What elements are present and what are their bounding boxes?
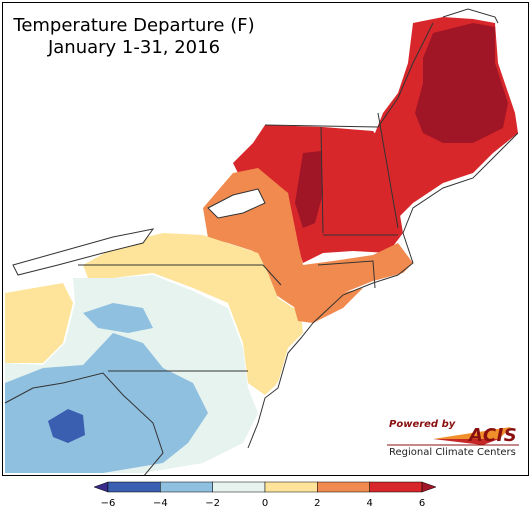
legend-bin	[264, 481, 318, 493]
legend-bin	[369, 481, 423, 493]
logo-acis: ACIS	[469, 425, 518, 446]
map-frame: Temperature Departure (F) January 1-31, …	[2, 2, 529, 476]
region-minus4-to-minus2-pa	[83, 303, 153, 333]
lake-outline	[12, 188, 266, 276]
acis-swoosh-icon	[387, 427, 519, 446]
map-title: Temperature Departure (F)	[13, 15, 255, 36]
color-legend: −6 −4 −2 0 2 4 6	[90, 480, 440, 510]
acis-logo: Powered by ACIS Regional Climate Centers	[385, 417, 525, 465]
region-above-6-vt	[295, 151, 323, 228]
region-2-to-4-nyc	[293, 288, 363, 323]
legend-bin	[107, 481, 161, 493]
region-above-6-maine	[415, 23, 508, 143]
legend-tick-label: −6	[100, 498, 116, 509]
legend-bin	[317, 481, 370, 493]
coastline	[247, 132, 519, 449]
legend-tick-label: 2	[314, 498, 321, 509]
canada-border	[264, 8, 499, 128]
region-0-to-2-west	[5, 283, 73, 363]
temperature-departure-map	[4, 8, 528, 475]
state-border-ct-ri	[317, 260, 376, 289]
legend-tick-label: −4	[152, 498, 168, 509]
state-border-vt-nh	[320, 126, 324, 234]
map-subtitle: January 1-31, 2016	[47, 37, 221, 58]
legend-bar	[93, 481, 437, 493]
state-border-nh-me	[377, 112, 399, 229]
state-border-ny-pa	[78, 264, 282, 286]
state-border-wv-va	[4, 372, 164, 475]
legend-low-arrow	[93, 481, 109, 493]
legend-bin	[212, 481, 266, 493]
legend-bin	[160, 481, 213, 493]
legend-tick-label: 6	[418, 498, 426, 509]
logo-powered-by: Powered by	[389, 419, 456, 430]
legend-tick-label: 4	[366, 498, 373, 509]
region-minus6-to-minus4	[48, 409, 85, 443]
region-0-to-2	[83, 233, 303, 395]
legend-tick-label: 0	[261, 498, 269, 509]
atlantic-ocean	[243, 253, 528, 475]
logo-org: Regional Climate Centers	[389, 447, 516, 458]
legend-high-arrow	[421, 481, 437, 493]
legend-tick-label: −2	[205, 498, 221, 509]
lake-erie	[13, 229, 153, 275]
title-block: Temperature Departure (F) January 1-31, …	[9, 15, 259, 59]
lake-ontario	[208, 189, 265, 218]
